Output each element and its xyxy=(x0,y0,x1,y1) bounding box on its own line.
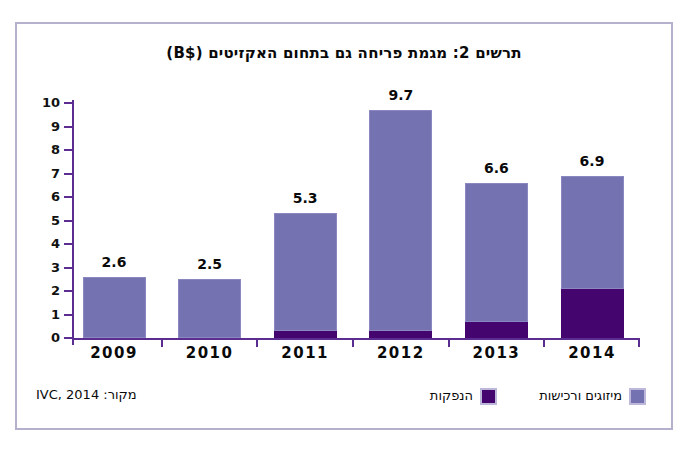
y-tick-label-1: 1 xyxy=(26,307,60,323)
bar-2013-ipo-segment xyxy=(465,322,528,338)
y-tick-9 xyxy=(64,126,73,128)
x-category-label-2013: 2013 xyxy=(454,344,538,362)
y-tick-8 xyxy=(64,149,73,151)
y-tick-0 xyxy=(64,337,73,339)
x-tick-3 xyxy=(448,338,450,347)
y-tick-label-7: 7 xyxy=(26,166,60,182)
bar-value-label-2010: 2.5 xyxy=(180,255,240,273)
x-tick-4 xyxy=(543,338,545,347)
x-tick-2 xyxy=(352,338,354,347)
y-tick-7 xyxy=(64,173,73,175)
x-category-label-2014: 2014 xyxy=(550,344,634,362)
bar-value-label-2009: 2.6 xyxy=(84,253,144,271)
y-tick-4 xyxy=(64,243,73,245)
bar-2011-ipo-segment xyxy=(274,331,337,338)
source-note: מקור: IVC, 2014 xyxy=(36,387,137,402)
x-category-label-2011: 2011 xyxy=(263,344,347,362)
bar-value-label-2013: 6.6 xyxy=(466,159,526,177)
chart-figure: תרשים 2: מגמת פריחה גם בתחום האקזיטים ($… xyxy=(0,0,690,451)
bar-2014-mna-segment xyxy=(561,176,624,289)
y-tick-label-3: 3 xyxy=(26,260,60,276)
y-tick-label-8: 8 xyxy=(26,142,60,158)
legend-item-mergers-acquisitions: מיזוגים ורכישות xyxy=(539,386,646,406)
x-category-label-2009: 2009 xyxy=(72,344,156,362)
legend-swatch-dark-icon xyxy=(480,388,497,405)
y-tick-label-10: 10 xyxy=(26,95,60,111)
x-axis-line xyxy=(73,338,640,340)
legend-label-ipos: הנפקות xyxy=(430,386,473,406)
bar-value-label-2014: 6.9 xyxy=(562,152,622,170)
y-tick-1 xyxy=(64,314,73,316)
bar-2014-ipo-segment xyxy=(561,289,624,338)
y-tick-10 xyxy=(64,102,73,104)
y-tick-2 xyxy=(64,290,73,292)
y-tick-label-9: 9 xyxy=(26,119,60,135)
x-category-label-2010: 2010 xyxy=(168,344,252,362)
y-tick-5 xyxy=(64,220,73,222)
bar-2010-mna-segment xyxy=(178,279,241,338)
y-tick-label-6: 6 xyxy=(26,189,60,205)
x-tick-0 xyxy=(161,338,163,347)
bar-2012-mna-segment xyxy=(369,110,432,331)
bar-2009-mna-segment xyxy=(83,277,146,338)
y-tick-label-4: 4 xyxy=(26,236,60,252)
x-category-label-2012: 2012 xyxy=(359,344,443,362)
bar-2011-mna-segment xyxy=(274,213,337,331)
y-tick-label-0: 0 xyxy=(26,330,60,346)
y-tick-3 xyxy=(64,267,73,269)
legend-item-ipos: הנפקות xyxy=(430,386,497,406)
bar-value-label-2012: 9.7 xyxy=(371,86,431,104)
legend-label-mergers-acquisitions: מיזוגים ורכישות xyxy=(539,386,622,406)
x-tick-1 xyxy=(256,338,258,347)
legend-swatch-light-icon xyxy=(629,388,646,405)
bar-value-label-2011: 5.3 xyxy=(275,189,335,207)
plot-area: 0 1 2 3 4 5 6 7 8 9 10 2.6 2009 2.5 2010 5.3 2011 9.7 2012… xyxy=(0,0,690,451)
y-tick-label-2: 2 xyxy=(26,283,60,299)
y-tick-label-5: 5 xyxy=(26,213,60,229)
y-tick-6 xyxy=(64,196,73,198)
bar-2013-mna-segment xyxy=(465,183,528,322)
y-axis-line xyxy=(72,100,74,345)
bar-2012-ipo-segment xyxy=(369,331,432,338)
x-tick-5 xyxy=(638,338,640,347)
